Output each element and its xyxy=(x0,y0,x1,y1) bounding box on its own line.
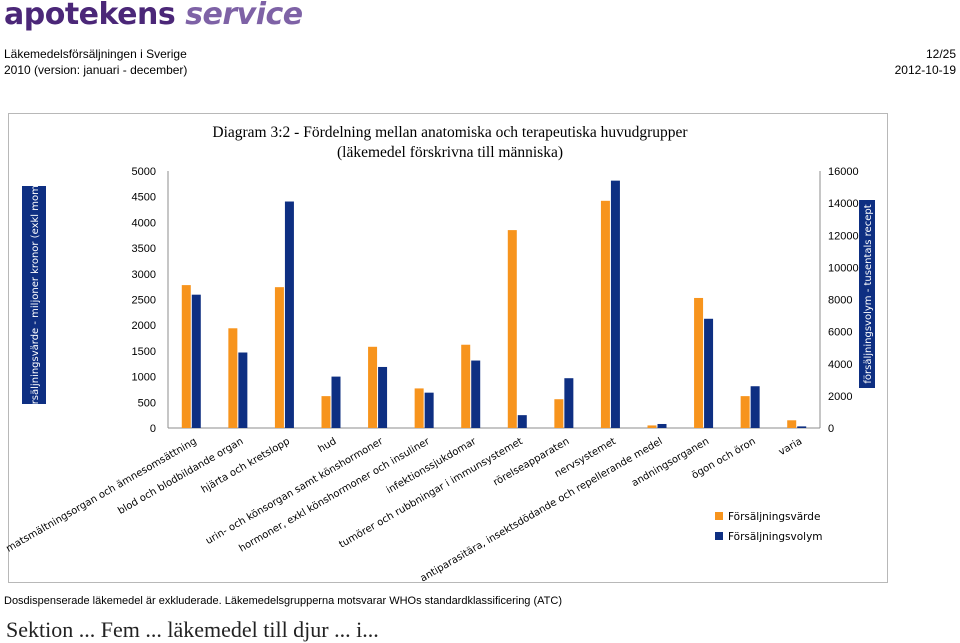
left-tick-label: 1500 xyxy=(132,346,156,358)
right-axis-label: försäljningsvolym - tusentals recept xyxy=(859,200,875,388)
bar-forsaljningsvarde xyxy=(321,396,331,428)
legend-label-forsaljningsvarde: Försäljningsvärde xyxy=(728,511,820,523)
left-axis-label-band xyxy=(22,186,46,404)
left-tick-label: 5000 xyxy=(132,166,156,178)
right-tick-label: 0 xyxy=(828,423,834,435)
bar-forsaljningsvarde xyxy=(461,344,471,428)
right-axis-label-text: försäljningsvolym - tusentals recept xyxy=(863,204,874,383)
category-label: hud xyxy=(317,436,339,455)
bar-forsaljningsvarde xyxy=(228,328,238,428)
bar-forsaljningsvolym xyxy=(517,415,527,428)
bar-forsaljningsvarde xyxy=(368,346,378,428)
chart-title-line1: Diagram 3:2 - Fördelning mellan anatomis… xyxy=(212,124,688,141)
category-labels: matsmältningsorgan och ämnesomsättningbl… xyxy=(4,436,804,585)
left-axis-label: försäljningsvärde - miljoner kronor (exk… xyxy=(22,176,46,414)
report-date: 2012-10-19 xyxy=(894,63,956,77)
right-tick-label: 10000 xyxy=(828,262,859,274)
legend: Försäljningsvärde Försäljningsvolym xyxy=(715,511,823,543)
chart-frame xyxy=(8,113,888,583)
logo-part2: service xyxy=(185,0,303,32)
right-tick-label: 16000 xyxy=(828,166,859,178)
category-label: varia xyxy=(777,436,804,458)
bar-forsaljningsvolym xyxy=(238,352,248,428)
left-tick-label: 2000 xyxy=(132,320,156,332)
left-tick-label: 0 xyxy=(150,423,156,435)
legend-label-forsaljningsvolym: Försäljningsvolym xyxy=(728,531,823,543)
bar-forsaljningsvolym xyxy=(704,318,714,428)
bar-forsaljningsvolym xyxy=(191,294,201,428)
bar-forsaljningsvarde xyxy=(787,420,797,428)
bar-forsaljningsvolym xyxy=(331,376,341,428)
right-tick-labels: 0 2000 4000 6000 8000 10000 12000 14000 16000 xyxy=(828,166,859,435)
bar-forsaljningsvolym xyxy=(564,378,574,428)
category-label: andningsorganen xyxy=(630,436,711,489)
page-number: 12/25 xyxy=(925,47,956,61)
footnote: Dosdispenserade läkemedel är exkluderade… xyxy=(4,595,562,607)
page-info: 12/25 2012-10-19 xyxy=(895,46,956,78)
apotekens-service-logo: apotekens service xyxy=(4,0,303,32)
right-axis-label-band xyxy=(859,200,875,388)
bar-forsaljningsvarde xyxy=(414,388,424,428)
bar-forsaljningsvolym xyxy=(378,366,388,428)
bar-forsaljningsvolym xyxy=(284,201,294,428)
bar-chart: Diagram 3:2 - Fördelning mellan anatomis… xyxy=(4,124,875,585)
left-tick-labels: 0 500 1000 1500 2000 2500 3000 3500 4000 4500 5000 xyxy=(132,166,156,435)
bar-forsaljningsvolym xyxy=(610,180,620,428)
right-tick-label: 8000 xyxy=(828,295,852,307)
report-heading: Läkemedelsförsäljningen i Sverige 2010 (… xyxy=(4,46,187,78)
bar-forsaljningsvolym xyxy=(750,386,760,428)
report-subtitle: 2010 (version: januari - december) xyxy=(4,63,188,77)
legend-swatch-forsaljningsvarde xyxy=(715,512,723,520)
bar-forsaljningsvarde xyxy=(181,285,191,428)
bar-forsaljningsvarde xyxy=(600,200,610,428)
left-tick-label: 4000 xyxy=(132,217,156,229)
left-tick-label: 3500 xyxy=(132,243,156,255)
bar-forsaljningsvolym xyxy=(797,426,807,428)
left-tick-label: 500 xyxy=(138,397,156,409)
logo-part1: apotekens xyxy=(4,0,176,32)
bar-forsaljningsvolym xyxy=(471,360,481,428)
bar-forsaljningsvarde xyxy=(740,396,750,428)
right-tick-label: 14000 xyxy=(828,198,859,210)
category-label: matsmältningsorgan och ämnesomsättning xyxy=(4,436,198,555)
category-label: hjärta och kretslopp xyxy=(200,436,292,496)
bar-forsaljningsvarde xyxy=(274,287,284,428)
bar-forsaljningsvolym xyxy=(424,392,434,428)
bar-forsaljningsvarde xyxy=(554,399,564,428)
legend-swatch-forsaljningsvolym xyxy=(715,532,723,540)
report-title: Läkemedelsförsäljningen i Sverige xyxy=(4,47,187,61)
right-tick-label: 12000 xyxy=(828,230,859,242)
left-tick-label: 2500 xyxy=(132,295,156,307)
chart-title-line2: (läkemedel förskrivna till människa) xyxy=(337,144,563,161)
right-tick-label: 2000 xyxy=(828,391,852,403)
bars xyxy=(181,180,807,428)
right-tick-label: 4000 xyxy=(828,359,852,371)
next-section-cutoff: Sektion ... Fem ... läkemedel till djur … xyxy=(6,617,379,642)
left-tick-label: 4500 xyxy=(132,192,156,204)
bar-forsaljningsvarde xyxy=(647,425,657,428)
left-tick-label: 3000 xyxy=(132,269,156,281)
left-axis-label-text: försäljningsvärde - miljoner kronor (exk… xyxy=(30,176,41,414)
bar-forsaljningsvarde xyxy=(694,297,704,428)
category-label: rörelseapparaten xyxy=(492,436,572,488)
left-tick-label: 1000 xyxy=(132,372,156,384)
right-tick-label: 6000 xyxy=(828,327,852,339)
bar-forsaljningsvolym xyxy=(657,423,667,428)
bar-forsaljningsvarde xyxy=(507,230,517,428)
